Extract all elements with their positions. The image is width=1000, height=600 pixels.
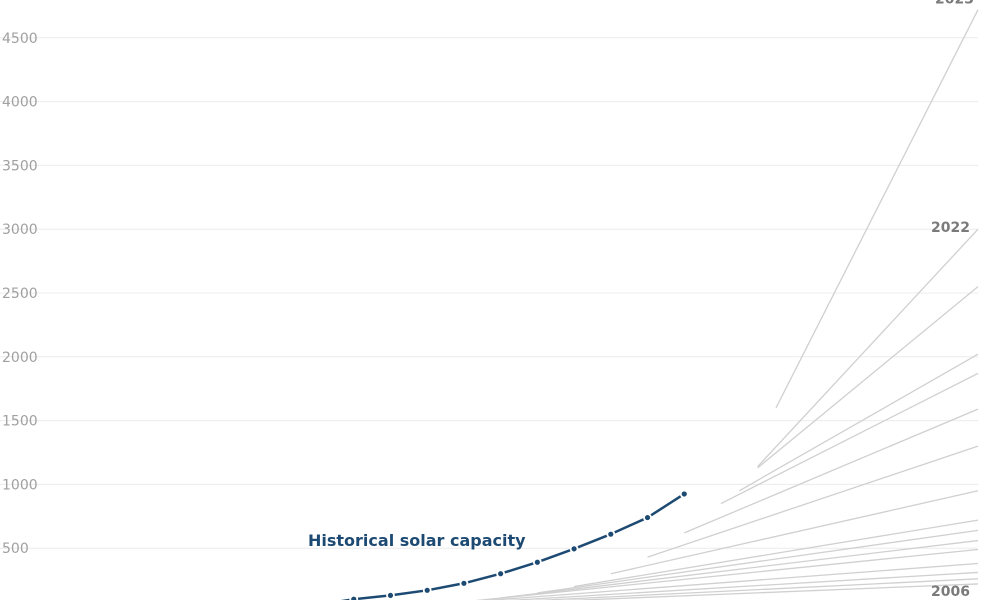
projection-line <box>738 353 979 492</box>
historical-point <box>459 578 469 588</box>
y-tick-label: 4500 <box>2 31 38 47</box>
historical-point <box>643 513 652 522</box>
y-tick-label: 1000 <box>2 477 38 493</box>
projection-line <box>500 539 979 599</box>
projection-line <box>565 583 979 600</box>
y-tick-label: 3000 <box>2 222 38 238</box>
projection-line <box>484 562 979 600</box>
historical-point <box>679 489 689 499</box>
projection-line <box>505 571 979 600</box>
projection-line <box>757 228 979 467</box>
y-tick-label: 4000 <box>2 95 38 111</box>
projection-label-2006: 2006 <box>931 584 970 600</box>
historical-series-annotation: Historical solar capacity <box>308 531 526 550</box>
historical-point <box>349 594 359 600</box>
projection-line <box>475 548 979 600</box>
y-tick-label: 3500 <box>2 158 38 174</box>
historical-point <box>496 569 506 579</box>
projection-line <box>720 372 979 505</box>
y-tick-label: 2000 <box>2 350 38 366</box>
projection-line <box>647 445 979 558</box>
historical-point <box>606 529 616 539</box>
historical-point <box>569 544 579 554</box>
projection-line <box>573 519 979 588</box>
projection-label-2023: 2023 <box>935 0 974 8</box>
historical-point <box>422 585 432 595</box>
projection-line <box>610 490 979 575</box>
y-tick-label: 1500 <box>2 414 38 430</box>
projection-line <box>683 408 979 534</box>
y-tick-label: 2500 <box>2 286 38 302</box>
historical-point <box>386 591 395 600</box>
projection-line <box>775 9 979 409</box>
projection-line <box>757 286 979 469</box>
projection-label-2022: 2022 <box>931 220 970 236</box>
projection-line <box>533 578 979 600</box>
historical-point <box>532 557 542 567</box>
y-tick-label: 500 <box>2 541 29 557</box>
projection-line <box>537 529 979 594</box>
